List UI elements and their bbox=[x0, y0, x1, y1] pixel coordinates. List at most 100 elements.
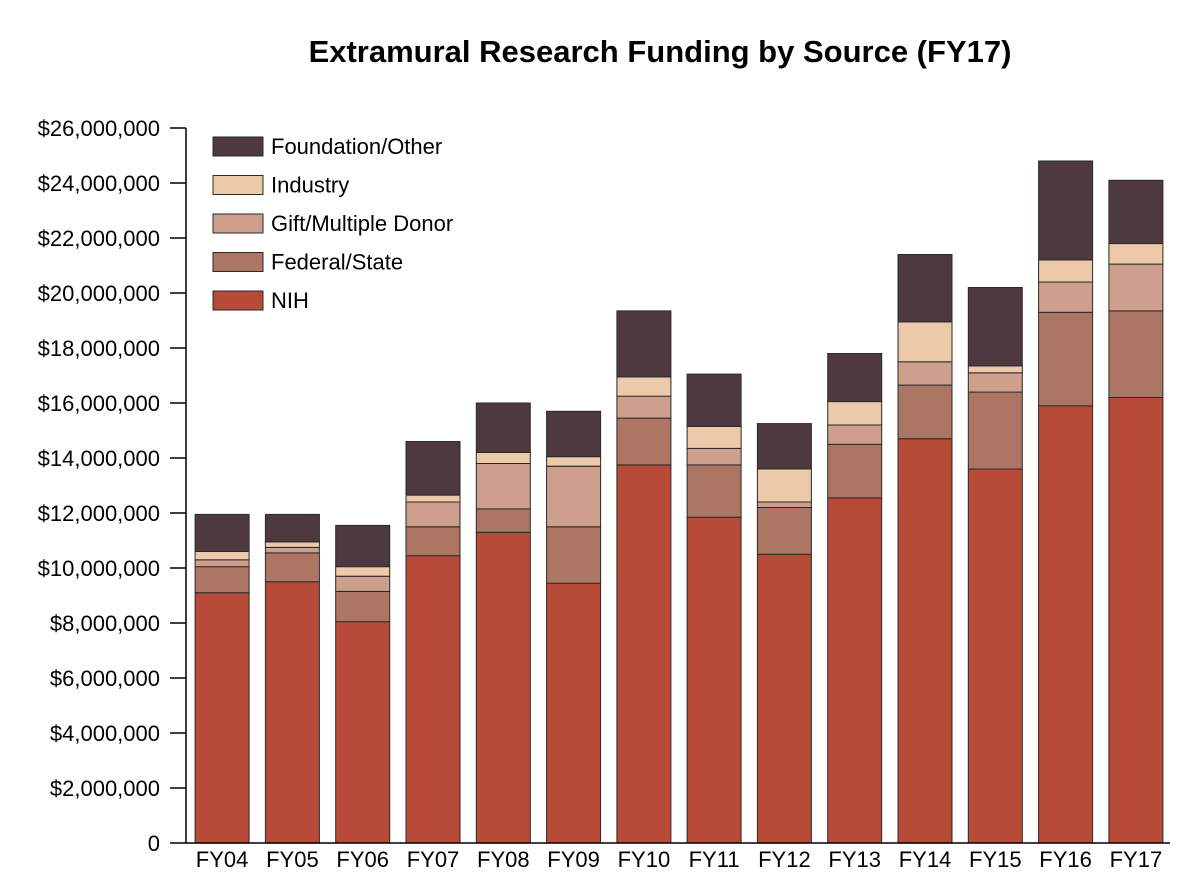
bar-industry-fy15 bbox=[967, 365, 1023, 374]
bar-foundation-other-fy12 bbox=[756, 423, 812, 470]
legend-label-federal-state: Federal/State bbox=[271, 250, 403, 275]
x-tick-label-fy07: FY07 bbox=[407, 847, 460, 872]
bar-federal-state-fy05 bbox=[264, 552, 320, 583]
x-tick-label-fy12: FY12 bbox=[758, 847, 811, 872]
y-tick-label: $20,000,000 bbox=[38, 281, 160, 306]
bar-nih-fy08 bbox=[475, 531, 531, 844]
bar-industry-fy04 bbox=[194, 551, 250, 561]
bar-nih-fy17 bbox=[1108, 397, 1164, 844]
bar-nih-fy14 bbox=[897, 438, 953, 844]
bar-industry-fy05 bbox=[264, 541, 320, 548]
bar-federal-state-fy14 bbox=[897, 384, 953, 440]
bar-industry-fy14 bbox=[897, 321, 953, 363]
bar-gift-multiple-donor-fy10 bbox=[616, 395, 672, 419]
bar-gift-multiple-donor-fy11 bbox=[686, 447, 742, 466]
bar-federal-state-fy09 bbox=[546, 526, 602, 584]
x-tick-label-fy08: FY08 bbox=[477, 847, 530, 872]
x-tick-label-fy04: FY04 bbox=[196, 847, 249, 872]
legend: Foundation/Other Industry Gift/Multiple Do… bbox=[212, 134, 453, 313]
x-tick-label-fy05: FY05 bbox=[266, 847, 319, 872]
x-tick-label-fy16: FY16 bbox=[1039, 847, 1092, 872]
legend-swatch-industry bbox=[212, 175, 264, 195]
bar-foundation-other-fy17 bbox=[1108, 179, 1164, 245]
bar-nih-fy11 bbox=[686, 516, 742, 844]
bar-federal-state-fy11 bbox=[686, 464, 742, 518]
bar-federal-state-fy15 bbox=[967, 391, 1023, 470]
bar-industry-fy11 bbox=[686, 425, 742, 449]
y-tick-label: $12,000,000 bbox=[38, 501, 160, 526]
bar-industry-fy06 bbox=[335, 566, 391, 577]
bar-federal-state-fy13 bbox=[827, 443, 883, 499]
bar-nih-fy04 bbox=[194, 592, 250, 844]
legend-swatch-foundation-other bbox=[212, 136, 264, 157]
bar-nih-fy07 bbox=[405, 555, 461, 844]
bar-industry-fy10 bbox=[616, 376, 672, 397]
axes-layer: FY04 FY05 FY06 FY07 FY08 FY09 FY10 FY11 FY12 FY13… bbox=[38, 116, 1170, 872]
bar-gift-multiple-donor-fy13 bbox=[827, 424, 883, 445]
bar-foundation-other-fy11 bbox=[686, 373, 742, 427]
bar-industry-fy08 bbox=[475, 452, 531, 464]
legend-label-nih: NIH bbox=[271, 288, 309, 313]
bar-foundation-other-fy14 bbox=[897, 254, 953, 323]
x-tick-label-fy11: FY11 bbox=[689, 847, 740, 872]
bar-nih-fy15 bbox=[967, 468, 1023, 844]
bar-foundation-other-fy08 bbox=[475, 402, 531, 453]
y-tick-label: $4,000,000 bbox=[50, 721, 160, 746]
y-tick-label: $6,000,000 bbox=[50, 666, 160, 691]
bar-foundation-other-fy15 bbox=[967, 287, 1023, 367]
legend-label-industry: Industry bbox=[271, 173, 349, 198]
bar-federal-state-fy10 bbox=[616, 417, 672, 466]
bar-federal-state-fy12 bbox=[756, 507, 812, 555]
legend-swatch-nih bbox=[212, 290, 264, 311]
legend-label-foundation-other: Foundation/Other bbox=[271, 134, 442, 159]
y-tick-label: $14,000,000 bbox=[38, 446, 160, 471]
bar-nih-fy12 bbox=[756, 553, 812, 844]
bar-federal-state-fy08 bbox=[475, 508, 531, 533]
bar-industry-fy07 bbox=[405, 494, 461, 503]
y-tick-label: $2,000,000 bbox=[50, 776, 160, 801]
bar-gift-multiple-donor-fy15 bbox=[967, 372, 1023, 393]
y-tick-label: 0 bbox=[148, 831, 160, 856]
bar-industry-fy16 bbox=[1038, 259, 1094, 283]
y-tick-label: $26,000,000 bbox=[38, 116, 160, 141]
bar-nih-fy10 bbox=[616, 464, 672, 844]
bar-industry-fy09 bbox=[546, 456, 602, 467]
bar-foundation-other-fy06 bbox=[335, 524, 391, 568]
x-tick-label-fy17: FY17 bbox=[1110, 847, 1163, 872]
bar-industry-fy13 bbox=[827, 401, 883, 426]
bar-gift-multiple-donor-fy09 bbox=[546, 465, 602, 528]
bar-federal-state-fy06 bbox=[335, 590, 391, 623]
bar-federal-state-fy07 bbox=[405, 526, 461, 557]
x-tick-label-fy06: FY06 bbox=[336, 847, 389, 872]
y-tick-label: $10,000,000 bbox=[38, 556, 160, 581]
bar-foundation-other-fy09 bbox=[546, 410, 602, 458]
bar-foundation-other-fy05 bbox=[264, 513, 320, 543]
y-tick-label: $16,000,000 bbox=[38, 391, 160, 416]
bar-nih-fy16 bbox=[1038, 405, 1094, 844]
bar-gift-multiple-donor-fy05 bbox=[264, 546, 320, 554]
legend-swatch-federal-state bbox=[212, 252, 264, 272]
bar-federal-state-fy17 bbox=[1108, 310, 1164, 398]
y-tick-label: $24,000,000 bbox=[38, 171, 160, 196]
bar-nih-fy13 bbox=[827, 497, 883, 844]
bar-gift-multiple-donor-fy04 bbox=[194, 559, 250, 568]
bars-layer bbox=[194, 160, 1164, 844]
x-tick-label-fy15: FY15 bbox=[969, 847, 1022, 872]
bar-gift-multiple-donor-fy12 bbox=[756, 501, 812, 508]
y-tick-label: $18,000,000 bbox=[38, 336, 160, 361]
x-tick-label-fy13: FY13 bbox=[828, 847, 881, 872]
bar-industry-fy17 bbox=[1108, 243, 1164, 265]
bar-foundation-other-fy13 bbox=[827, 353, 883, 403]
bar-gift-multiple-donor-fy07 bbox=[405, 501, 461, 528]
bar-foundation-other-fy16 bbox=[1038, 160, 1094, 261]
legend-label-gift-multiple-donor: Gift/Multiple Donor bbox=[271, 211, 453, 236]
bar-gift-multiple-donor-fy08 bbox=[475, 463, 531, 510]
bar-gift-multiple-donor-fy06 bbox=[335, 575, 391, 592]
bar-nih-fy09 bbox=[546, 582, 602, 844]
x-tick-label-fy10: FY10 bbox=[618, 847, 671, 872]
bar-foundation-other-fy04 bbox=[194, 513, 250, 553]
x-tick-label-fy09: FY09 bbox=[547, 847, 600, 872]
bar-nih-fy05 bbox=[264, 581, 320, 844]
legend-swatch-gift-multiple-donor bbox=[212, 213, 264, 234]
